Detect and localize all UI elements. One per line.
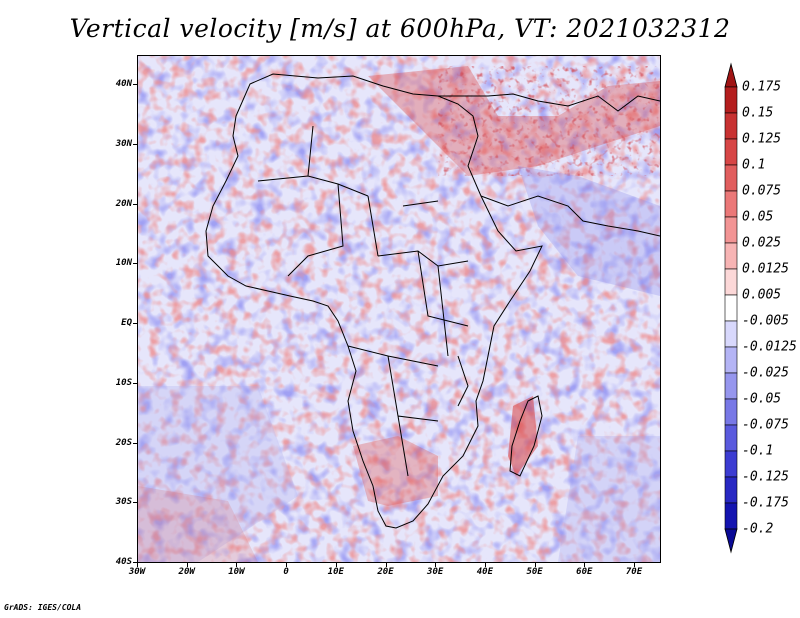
footer-credit: GrADS: IGES/COLA — [4, 603, 82, 612]
lat-tick — [133, 442, 137, 444]
colorbar-swatch — [724, 294, 738, 322]
colorbar-swatch — [724, 164, 738, 192]
lon-tick — [335, 563, 337, 567]
colorbar-label: 0.05 — [742, 209, 774, 225]
colorbar-label: -0.125 — [742, 469, 789, 485]
colorbar-label: -0.175 — [742, 495, 789, 511]
lon-tick — [484, 563, 486, 567]
colorbar-swatch — [724, 190, 738, 218]
colorbar-swatch — [724, 450, 738, 478]
lon-label: 50E — [526, 567, 543, 577]
lon-tick — [137, 563, 138, 567]
lon-label: 60E — [576, 567, 593, 577]
lat-label: EQ — [121, 318, 132, 328]
lon-tick — [634, 563, 635, 567]
colorbar-swatch — [724, 86, 738, 114]
colorbar-swatch — [724, 424, 738, 452]
colorbar-label: 0.075 — [742, 183, 782, 199]
lat-tick — [133, 143, 137, 145]
colorbar-swatch — [724, 112, 738, 140]
colorbar-swatch — [724, 216, 738, 244]
lon-label: 30W — [128, 567, 146, 577]
colorbar-swatch — [724, 242, 738, 270]
lon-tick — [385, 563, 387, 567]
colorbar-min-arrow — [724, 528, 738, 554]
lat-label: 20N — [115, 198, 132, 209]
colorbar-label: 0.025 — [742, 235, 782, 251]
colorbar-swatch — [724, 346, 738, 374]
colorbar-swatch — [724, 398, 738, 426]
colorbar-swatch — [724, 268, 738, 296]
colorbar-label: -0.0125 — [742, 339, 797, 355]
colorbar-label: 0.15 — [742, 105, 774, 121]
colorbar-label: 0.175 — [742, 79, 782, 95]
lon-tick — [584, 563, 586, 567]
colorbar-max-arrow — [724, 62, 738, 88]
lat-label: 40S — [115, 557, 132, 567]
colorbar-label: -0.025 — [742, 365, 789, 381]
lon-tick — [186, 563, 188, 567]
lat-tick — [133, 382, 137, 384]
lat-label: 10S — [115, 377, 132, 388]
colorbar-label: -0.005 — [742, 313, 789, 329]
lat-tick — [133, 502, 137, 504]
lat-tick — [133, 323, 137, 324]
lat-tick — [133, 84, 137, 85]
lon-label: 30E — [427, 567, 444, 577]
colorbar-swatch — [724, 476, 738, 504]
colorbar-swatch — [724, 320, 738, 348]
lat-label: 40N — [115, 79, 132, 89]
lon-label: 20E — [377, 567, 394, 577]
colorbar-label: 0.125 — [742, 131, 782, 147]
colorbar-label: -0.1 — [742, 443, 774, 459]
colorbar-swatch — [724, 138, 738, 166]
lat-label: 30N — [115, 138, 132, 149]
lon-tick — [286, 563, 288, 567]
colorbar-label: -0.075 — [742, 417, 789, 433]
vertical-velocity-field — [138, 56, 660, 562]
colorbar-label: 0.0125 — [742, 261, 789, 277]
colorbar-label: 0.1 — [742, 157, 766, 173]
lon-label: 40E — [476, 567, 494, 577]
map-title: Vertical velocity [m/s] at 600hPa, VT: 2… — [69, 14, 731, 43]
colorbar-swatch — [724, 502, 738, 530]
lon-label: 10W — [228, 567, 245, 577]
lat-label: 20S — [115, 437, 132, 448]
lon-tick — [435, 563, 437, 567]
colorbar-label: -0.2 — [742, 521, 774, 537]
lon-label: 10E — [327, 567, 344, 577]
map-plot-area — [137, 55, 661, 563]
colorbar-swatch — [724, 372, 738, 400]
lon-label: 0 — [283, 567, 289, 577]
lon-tick — [236, 563, 238, 567]
colorbar-label: 0.005 — [742, 287, 782, 303]
lat-label: 10N — [115, 258, 132, 269]
lat-label: 30S — [115, 497, 132, 508]
lon-label: 70E — [625, 567, 643, 577]
lat-tick — [133, 203, 137, 205]
lat-tick — [133, 263, 137, 265]
lat-tick — [133, 562, 137, 563]
colorbar-label: -0.05 — [742, 391, 782, 407]
lon-tick — [534, 563, 536, 567]
lon-label: 20W — [178, 567, 195, 577]
